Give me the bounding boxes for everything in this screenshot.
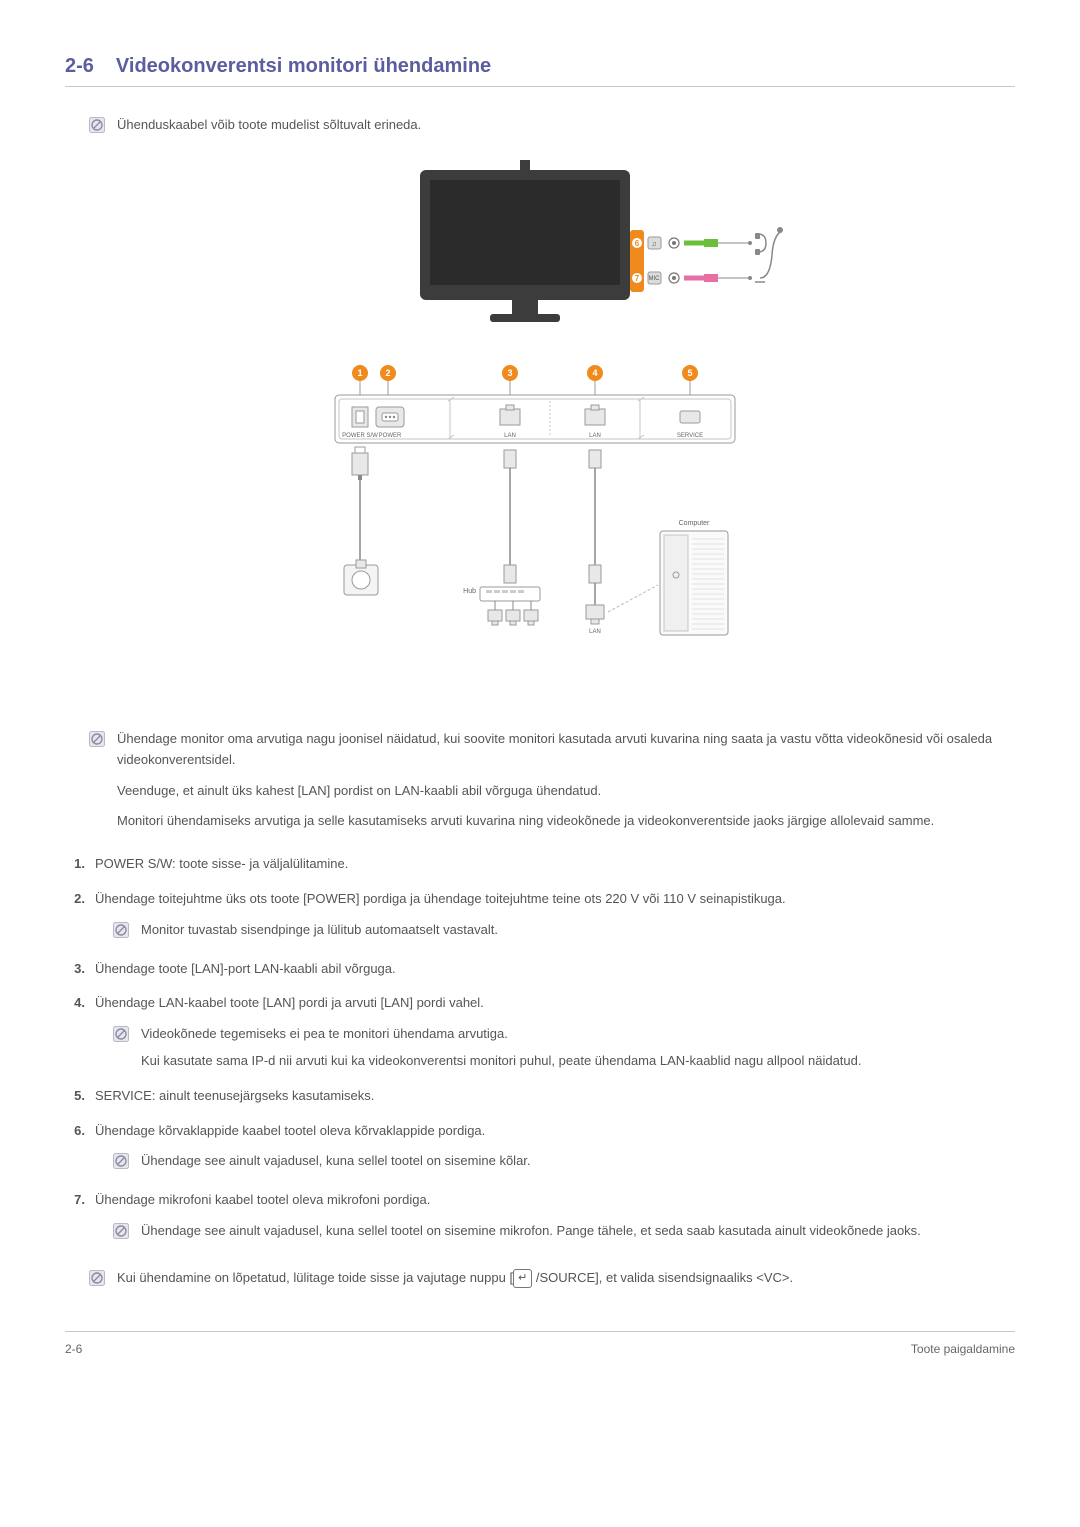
step-num: 3.	[65, 959, 85, 980]
step-num: 5.	[65, 1086, 85, 1107]
section-header: 2-6 Videokonverentsi monitori ühendamine	[65, 55, 1015, 87]
pre-list-note: Ühendage monitor oma arvutiga nagu jooni…	[89, 729, 1015, 832]
source-key-icon: ↵	[513, 1269, 532, 1289]
note-icon	[89, 731, 105, 752]
note-icon	[113, 922, 129, 945]
svg-text:2: 2	[385, 368, 390, 378]
svg-text:4: 4	[592, 368, 597, 378]
step-note-text: Ühendage see ainult vajadusel, kuna sell…	[141, 1151, 531, 1172]
pre-list-p1: Ühendage monitor oma arvutiga nagu jooni…	[117, 729, 1015, 771]
step-body: POWER S/W: toote sisse- ja väljalülitami…	[95, 854, 1015, 875]
step-7: 7. Ühendage mikrofoni kaabel tootel olev…	[65, 1190, 1015, 1246]
step-note: Ühendage see ainult vajadusel, kuna sell…	[113, 1151, 1015, 1176]
intro-note: Ühenduskaabel võib toote mudelist sõltuv…	[89, 115, 1015, 138]
step-4: 4. Ühendage LAN-kaabel toote [LAN] pordi…	[65, 993, 1015, 1071]
svg-text:LAN: LAN	[589, 629, 601, 635]
step-num: 7.	[65, 1190, 85, 1246]
step-note: Videokõnede tegemiseks ei pea te monitor…	[113, 1024, 1015, 1072]
pre-list-p2: Veenduge, et ainult üks kahest [LAN] por…	[117, 781, 1015, 802]
step-1: 1. POWER S/W: toote sisse- ja väljalülit…	[65, 854, 1015, 875]
step-body: SERVICE: ainult teenusejärgseks kasutami…	[95, 1086, 1015, 1107]
step-num: 2.	[65, 889, 85, 945]
svg-text:POWER: POWER	[379, 433, 402, 439]
callout-6: 6	[635, 239, 640, 248]
step-num: 4.	[65, 993, 85, 1071]
final-note-text: Kui ühendamine on lõpetatud, lülitage to…	[117, 1268, 793, 1289]
step-6: 6. Ühendage kõrvaklappide kaabel tootel …	[65, 1121, 1015, 1177]
footer-right: Toote paigaldamine	[911, 1342, 1015, 1356]
svg-text:Computer: Computer	[679, 520, 710, 527]
final-note: Kui ühendamine on lõpetatud, lülitage to…	[89, 1268, 1015, 1291]
note-icon	[113, 1223, 129, 1246]
step-note-text: Monitor tuvastab sisendpinge ja lülitub …	[141, 920, 498, 941]
step-body: Ühendage toitejuhtme üks ots toote [POWE…	[95, 889, 1015, 910]
svg-text:5: 5	[687, 368, 692, 378]
svg-text:1: 1	[357, 368, 362, 378]
note-icon	[113, 1026, 129, 1049]
svg-text:SERVICE: SERVICE	[677, 433, 703, 439]
step-5: 5. SERVICE: ainult teenusejärgseks kasut…	[65, 1086, 1015, 1107]
callout-7: 7	[635, 274, 640, 283]
step-3: 3. Ühendage toote [LAN]-port LAN-kaabli …	[65, 959, 1015, 980]
svg-text:3: 3	[507, 368, 512, 378]
note-icon	[89, 1270, 105, 1291]
svg-text:♫: ♫	[651, 241, 656, 248]
step-body: Ühendage kõrvaklappide kaabel tootel ole…	[95, 1121, 1015, 1142]
svg-text:LAN: LAN	[504, 433, 516, 439]
step-note-text: Videokõnede tegemiseks ei pea te monitor…	[141, 1024, 862, 1072]
mic-label: MIC	[649, 276, 661, 282]
section-title: Videokonverentsi monitori ühendamine	[116, 55, 491, 78]
page-footer: 2-6 Toote paigaldamine	[65, 1331, 1015, 1356]
step-num: 1.	[65, 854, 85, 875]
step-num: 6.	[65, 1121, 85, 1177]
section-number: 2-6	[65, 55, 94, 78]
step-body: Ühendage toote [LAN]-port LAN-kaabli abi…	[95, 959, 1015, 980]
svg-text:LAN: LAN	[589, 433, 601, 439]
note-icon	[89, 117, 105, 138]
svg-text:POWER S/W: POWER S/W	[342, 433, 378, 439]
pre-list-p3: Monitori ühendamiseks arvutiga ja selle …	[117, 811, 1015, 832]
step-note-text: Ühendage see ainult vajadusel, kuna sell…	[141, 1221, 921, 1242]
connection-diagram: 6 7 ♫ MIC	[65, 160, 1015, 695]
steps-list: 1. POWER S/W: toote sisse- ja väljalülit…	[65, 854, 1015, 1246]
svg-text:Hub: Hub	[463, 588, 476, 595]
step-note: Ühendage see ainult vajadusel, kuna sell…	[113, 1221, 1015, 1246]
step-note: Monitor tuvastab sisendpinge ja lülitub …	[113, 920, 1015, 945]
pre-list-text: Ühendage monitor oma arvutiga nagu jooni…	[117, 729, 1015, 832]
step-body: Ühendage LAN-kaabel toote [LAN] pordi ja…	[95, 993, 1015, 1014]
footer-left: 2-6	[65, 1342, 82, 1356]
step-body: Ühendage mikrofoni kaabel tootel oleva m…	[95, 1190, 1015, 1211]
step-2: 2. Ühendage toitejuhtme üks ots toote [P…	[65, 889, 1015, 945]
note-icon	[113, 1153, 129, 1176]
intro-note-text: Ühenduskaabel võib toote mudelist sõltuv…	[117, 115, 421, 136]
